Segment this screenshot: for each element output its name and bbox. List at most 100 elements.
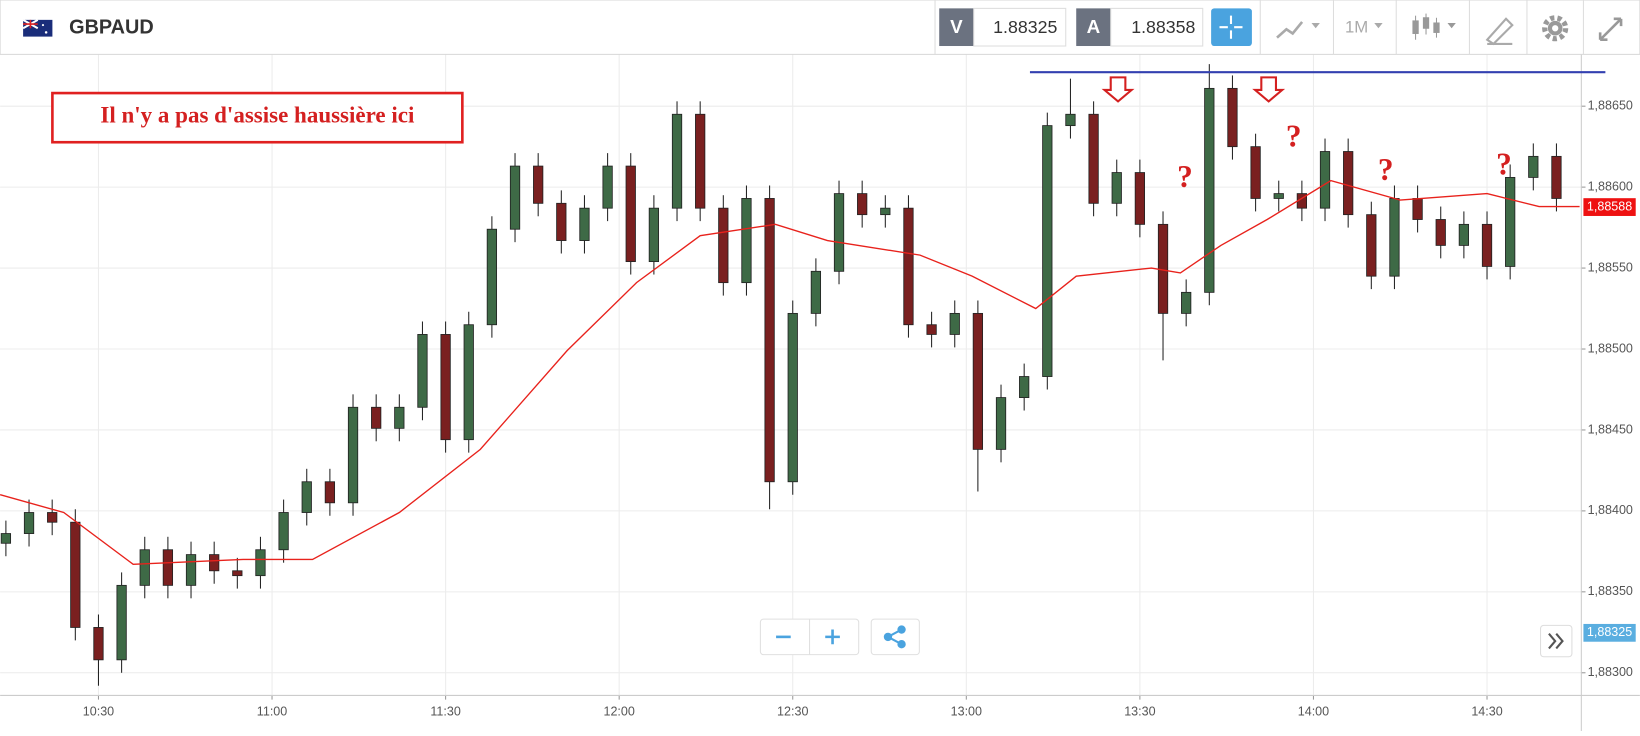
candle-body (232, 570, 243, 577)
x-tick-label: 10:30 (83, 704, 114, 718)
dropdown-icon (1374, 23, 1383, 29)
candle-body (857, 193, 868, 216)
crosshair-icon (1219, 15, 1243, 39)
x-tick-label: 11:00 (257, 704, 287, 718)
candle-body (1134, 172, 1146, 225)
header (0, 0, 1640, 55)
draw-button[interactable] (1485, 17, 1514, 46)
candle-body (70, 521, 81, 628)
question-mark: ? (1286, 118, 1302, 153)
candle-body (139, 549, 150, 586)
x-tick-label: 14:00 (1298, 704, 1329, 718)
candle-body (1088, 113, 1099, 204)
chevron-icon (1548, 633, 1564, 650)
candle-body (926, 324, 937, 335)
candle-body (533, 165, 544, 204)
candle-body (671, 113, 683, 209)
candle-body (486, 228, 498, 326)
zoom-in-button[interactable] (825, 629, 840, 645)
timeframe[interactable]: 1M (1345, 18, 1368, 37)
candle-body (1458, 223, 1470, 246)
question-mark: ? (1378, 152, 1394, 187)
candle-body (1343, 151, 1354, 216)
ask-label: A (1087, 16, 1101, 37)
question-mark: ? (1496, 147, 1512, 182)
price-label: 1,88588 (1587, 199, 1632, 213)
candle-body (23, 512, 35, 534)
candle-body (764, 198, 775, 483)
annotation-text: Il n'y a pas d'assise haussière ici (100, 102, 415, 127)
bid-box (973, 7, 1067, 47)
candle-body (324, 481, 336, 504)
candle-body (93, 627, 104, 661)
x-tick-label: 13:30 (1124, 704, 1155, 718)
ask-box (1110, 7, 1204, 47)
y-tick-label: 1,88500 (1588, 341, 1633, 355)
fullscreen-button[interactable] (1598, 17, 1623, 42)
candle-body (509, 165, 521, 230)
chart-type-button[interactable] (1276, 21, 1320, 39)
y-tick-label: 1,88550 (1588, 260, 1633, 274)
candle-body (116, 584, 127, 661)
y-tick-label: 1,88300 (1588, 665, 1633, 679)
candle-body (1435, 219, 1446, 246)
candle-body (718, 207, 729, 284)
crosshair-button[interactable] (1211, 8, 1252, 47)
share-icon (883, 625, 906, 649)
y-tick-label: 1,88650 (1588, 98, 1633, 112)
candle-body (1505, 176, 1516, 267)
arrow-annotation (1101, 76, 1135, 103)
candle-body (1412, 198, 1423, 220)
y-tick-label: 1,88350 (1588, 584, 1633, 598)
candle-body (810, 270, 822, 314)
candle-body (162, 549, 174, 586)
x-tick-label: 12:30 (777, 704, 808, 718)
x-tick-label: 14:30 (1471, 704, 1502, 718)
ask-price: 1.88358 (1131, 17, 1195, 37)
candle-body (903, 207, 914, 326)
candle-body (741, 198, 752, 284)
candle-body (625, 165, 636, 263)
candle-body (1227, 87, 1238, 148)
candle-body (602, 165, 613, 209)
plot-area: 1,88300 1,88350 1,88400 1,88450 1,88500 1,885… (0, 54, 1640, 732)
candle-body (787, 312, 798, 483)
candle-body (1551, 155, 1562, 199)
bid-label: V (950, 16, 963, 37)
candle-body (278, 512, 289, 551)
share-button[interactable] (870, 618, 920, 656)
candle-body (394, 406, 405, 429)
y-tick-label: 1,88600 (1588, 179, 1633, 193)
price-label-box (1583, 623, 1636, 642)
candle-body (255, 549, 266, 577)
price-label-box (1583, 198, 1636, 216)
candle-body (1042, 125, 1053, 377)
bid-button[interactable] (939, 8, 974, 47)
y-tick-label: 1,88400 (1588, 503, 1633, 517)
candle-body (440, 334, 451, 441)
moving-average (0, 179, 1580, 566)
candle-body (1065, 113, 1076, 127)
candle-body (1389, 198, 1400, 277)
settings-button[interactable] (1542, 15, 1569, 42)
flag (22, 18, 53, 37)
candle-body (695, 113, 706, 209)
candle-type-button[interactable] (1412, 13, 1456, 40)
candle-body (648, 207, 660, 263)
bid-price: 1.88325 (993, 17, 1057, 37)
candle-body (301, 481, 312, 513)
candle-body (880, 207, 891, 216)
candle-body (1319, 151, 1331, 209)
candle-body (949, 312, 960, 335)
candle-body (209, 554, 220, 572)
candle-body (417, 334, 428, 408)
candle-body (1181, 291, 1192, 314)
ask-button[interactable] (1076, 8, 1111, 47)
question-mark: ? (1177, 159, 1193, 194)
candle-body (47, 512, 58, 523)
candle-body (1273, 193, 1284, 199)
candle-body (371, 406, 382, 429)
arrow-annotation (1252, 76, 1286, 103)
x-tick-label: 13:00 (951, 704, 982, 718)
